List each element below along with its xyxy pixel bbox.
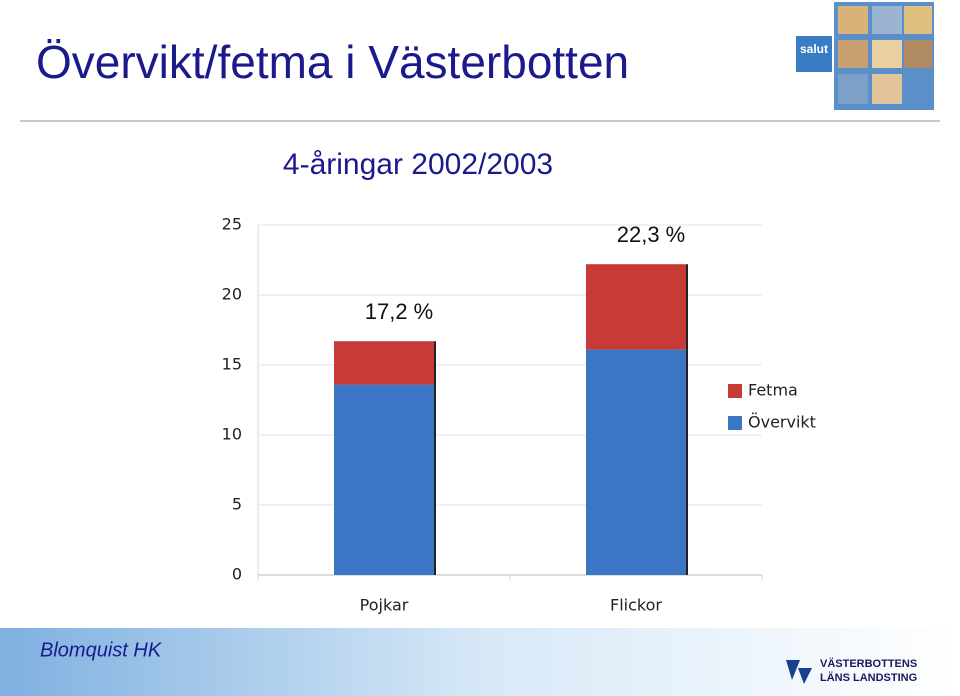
bar-segment — [334, 384, 434, 575]
legend-label: Övervikt — [748, 413, 816, 432]
badge-text: salut — [800, 42, 828, 56]
bar-segment — [586, 264, 686, 350]
y-tick-label: 20 — [222, 285, 242, 304]
bar-segment — [334, 341, 434, 385]
logo-line: LÄNS LANDSTING — [820, 671, 917, 684]
badge: salut — [796, 2, 934, 110]
annotation: 17,2 % — [365, 299, 434, 324]
y-tick-label: 0 — [232, 565, 242, 584]
legend-swatch — [728, 384, 742, 398]
y-tick-label: 25 — [222, 215, 242, 234]
slide-title: Övervikt/fetma i Västerbotten — [36, 36, 629, 88]
chart-title: 4-åringar 2002/2003 — [283, 148, 553, 181]
logo: VÄSTERBOTTENS LÄNS LANDSTING — [786, 657, 917, 684]
x-tick-label: Flickor — [610, 596, 662, 615]
legend-label: Fetma — [748, 381, 798, 400]
logo-line: VÄSTERBOTTENS — [820, 657, 917, 670]
y-tick-label: 5 — [232, 495, 242, 514]
footer-text: Blomquist HK — [40, 639, 163, 661]
footer-band — [0, 628, 960, 696]
annotation: 22,3 % — [617, 222, 686, 247]
bar-segment — [586, 349, 686, 575]
legend-swatch — [728, 416, 742, 430]
y-tick-label: 15 — [222, 355, 242, 374]
y-tick-label: 10 — [222, 425, 242, 444]
plot: 0 5 10 15 20 25 Pojkar 17,2 % Flickor 22,3 % Fetma… — [222, 215, 816, 615]
x-tick-label: Pojkar — [360, 596, 409, 615]
